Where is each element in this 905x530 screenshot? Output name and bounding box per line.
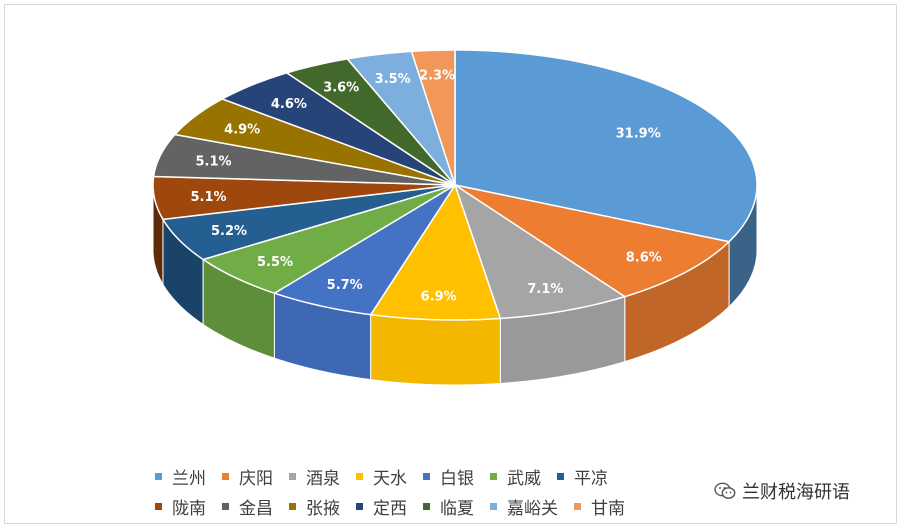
- legend-swatch: [574, 502, 581, 510]
- data-label-金昌: 5.1%: [195, 155, 231, 170]
- data-label-甘南: 2.3%: [419, 69, 455, 84]
- legend-item: 甘南: [574, 494, 625, 519]
- pie-slice-天水: [369, 184, 502, 321]
- legend-swatch: [423, 502, 430, 510]
- legend-label: 平凉: [574, 468, 608, 489]
- legend-swatch: [222, 502, 229, 510]
- pie-slice-庆阳: [454, 184, 730, 298]
- data-label-兰州: 31.9%: [616, 127, 661, 142]
- legend-row-1: 兰州 庆阳 酒泉 天水 白银 武威 平凉: [155, 461, 755, 491]
- data-label-定西: 4.6%: [271, 97, 307, 112]
- pie-side-天水: [370, 314, 501, 386]
- pie-slice-甘南: [410, 49, 456, 186]
- chart-frame: 31.9% 8.6% 7.1% 6.9% 5.7% 5.5% 5.2% 5.1% 5.1% 4.9…: [4, 4, 897, 524]
- legend-item: 庆阳: [222, 464, 273, 489]
- data-label-白银: 5.7%: [327, 278, 363, 293]
- wechat-icon: [714, 482, 736, 499]
- legend-swatch: [356, 502, 363, 510]
- legend-item: 定西: [356, 494, 407, 519]
- watermark-text: 兰财税海研语: [742, 482, 850, 503]
- data-label-酒泉: 7.1%: [527, 282, 563, 297]
- legend-item: 金昌: [222, 494, 273, 519]
- legend-label: 酒泉: [306, 468, 340, 489]
- watermark: 兰财税海研语: [714, 478, 850, 504]
- pie-slice-白银: [273, 184, 456, 316]
- legend-swatch: [155, 502, 162, 510]
- pie-slice-临夏: [286, 58, 456, 186]
- legend-item: 兰州: [155, 464, 206, 489]
- pie-sides: [152, 184, 758, 386]
- data-label-临夏: 3.6%: [323, 81, 359, 96]
- pie-slice-张掖: [174, 98, 456, 186]
- data-label-平凉: 5.2%: [211, 224, 247, 239]
- data-label-天水: 6.9%: [421, 290, 457, 305]
- legend-item: 陇南: [155, 494, 206, 519]
- legend-row-2: 陇南 金昌 张掖 定西 临夏 嘉峪关 甘南: [155, 491, 755, 521]
- legend-swatch: [289, 472, 296, 480]
- legend-item: 临夏: [423, 494, 474, 519]
- legend-label: 武威: [507, 468, 541, 489]
- legend-swatch: [490, 472, 497, 480]
- legend-item: 嘉峪关: [490, 494, 558, 519]
- pie-slice-武威: [202, 184, 456, 294]
- legend-label: 张掖: [306, 498, 340, 519]
- legend-swatch: [356, 472, 363, 480]
- legend-swatch: [289, 502, 296, 510]
- legend-label: 兰州: [172, 468, 206, 489]
- legend: 兰州 庆阳 酒泉 天水 白银 武威 平凉 陇南 金昌 张掖 定西 临夏 嘉峪关 …: [155, 461, 755, 521]
- legend-label: 甘南: [591, 498, 625, 519]
- data-label-嘉峪关: 3.5%: [375, 72, 411, 87]
- pie-slice-兰州: [454, 49, 758, 243]
- pie-slice-嘉峪关: [346, 50, 456, 186]
- legend-item: 酒泉: [289, 464, 340, 489]
- data-label-张掖: 4.9%: [224, 122, 260, 137]
- legend-swatch: [155, 472, 162, 480]
- pie-slice-定西: [221, 72, 456, 186]
- legend-item: 平凉: [557, 464, 608, 489]
- data-label-陇南: 5.1%: [190, 190, 226, 205]
- pie-top: [152, 49, 758, 321]
- legend-label: 临夏: [440, 498, 474, 519]
- legend-swatch: [490, 502, 497, 510]
- legend-item: 天水: [356, 464, 407, 489]
- legend-label: 庆阳: [239, 468, 273, 489]
- legend-label: 天水: [373, 468, 407, 489]
- legend-swatch: [423, 472, 430, 480]
- legend-item: 武威: [490, 464, 541, 489]
- legend-label: 金昌: [239, 498, 273, 519]
- legend-swatch: [557, 472, 564, 480]
- legend-item: 白银: [423, 464, 474, 489]
- data-label-武威: 5.5%: [257, 255, 293, 270]
- pie-slice-平凉: [162, 184, 456, 261]
- pie-labels: 31.9% 8.6% 7.1% 6.9% 5.7% 5.5% 5.2% 5.1% 5.1% 4.9…: [190, 69, 661, 305]
- data-label-庆阳: 8.6%: [626, 251, 662, 266]
- legend-label: 嘉峪关: [507, 498, 558, 519]
- legend-label: 定西: [373, 498, 407, 519]
- legend-item: 张掖: [289, 494, 340, 519]
- legend-label: 白银: [440, 468, 474, 489]
- pie-slice-金昌: [152, 133, 456, 186]
- legend-swatch: [222, 472, 229, 480]
- pie-slice-酒泉: [454, 184, 626, 320]
- pie-chart: 31.9% 8.6% 7.1% 6.9% 5.7% 5.5% 5.2% 5.1% 5.1% 4.9…: [152, 49, 758, 386]
- legend-label: 陇南: [172, 498, 206, 519]
- pie-slice-陇南: [152, 175, 456, 221]
